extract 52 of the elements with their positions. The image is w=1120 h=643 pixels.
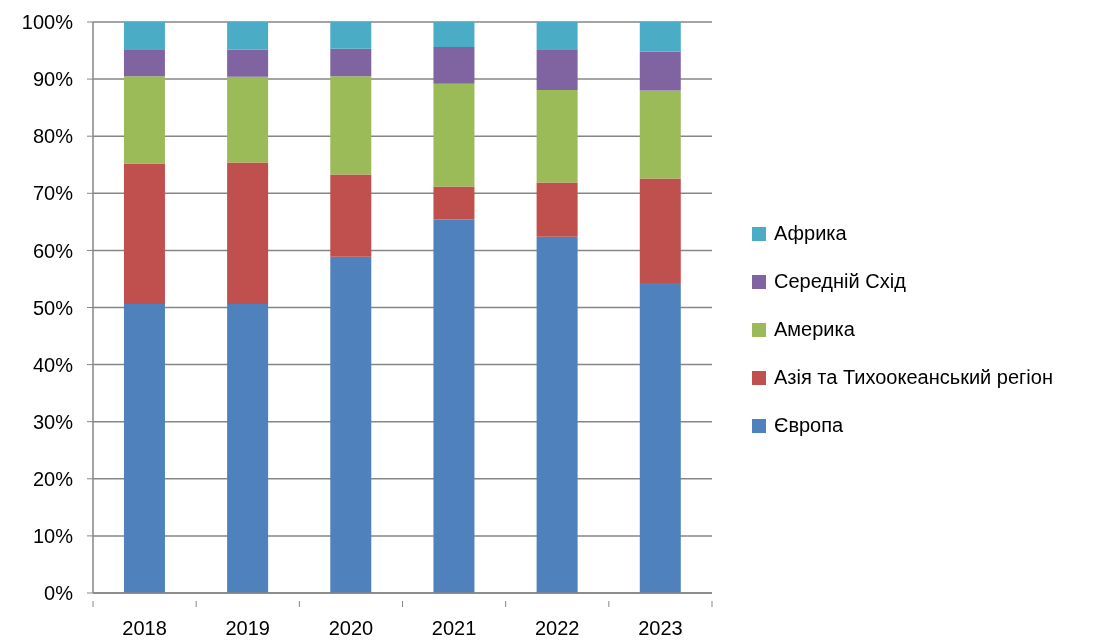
bar (330, 48, 372, 77)
bar (227, 49, 269, 77)
bar (227, 162, 269, 305)
x-tick-label: 2023 (638, 617, 683, 639)
y-tick-label: 40% (32, 353, 74, 376)
x-tick-label: 2020 (328, 617, 374, 639)
bar (433, 22, 475, 48)
bar (330, 76, 372, 175)
bar (123, 304, 165, 593)
legend-label: Америка (774, 318, 855, 341)
x-tick-label: 2019 (225, 617, 270, 639)
y-tick-label: 70% (32, 182, 74, 205)
bar (639, 282, 681, 593)
y-tick-label: 90% (32, 68, 74, 91)
bar (433, 83, 475, 187)
legend-label: Середній Схід (774, 270, 906, 293)
bar (536, 89, 578, 183)
bar (536, 236, 578, 593)
bar (123, 22, 165, 50)
y-tick-label: 60% (32, 239, 74, 262)
legend-label: Європа (774, 414, 844, 437)
y-tick-label: 100% (21, 11, 74, 34)
bar (433, 186, 475, 220)
y-tick-label: 20% (32, 467, 74, 490)
bar (536, 182, 578, 237)
bar (330, 22, 372, 49)
y-tick-label: 80% (32, 125, 74, 148)
bar (639, 51, 681, 91)
bar (433, 219, 475, 593)
bar (536, 49, 578, 90)
bar (330, 174, 372, 257)
legend-label: Азія та Тихоокеанський регіон (774, 366, 1053, 389)
bar (433, 47, 475, 84)
x-tick-label: 2018 (122, 617, 167, 639)
bar (123, 163, 165, 305)
bar (123, 76, 165, 164)
bar (639, 22, 681, 52)
bar (123, 49, 165, 77)
y-tick-label: 30% (32, 410, 74, 433)
y-tick-label: 50% (32, 296, 74, 319)
y-tick-label: 0% (44, 582, 74, 605)
x-tick-label: 2022 (535, 617, 580, 639)
bar (639, 90, 681, 179)
bar (639, 178, 681, 283)
y-tick-label: 10% (32, 525, 74, 547)
bar (227, 22, 269, 50)
bar (330, 256, 372, 593)
legend-label: Африка (774, 222, 847, 245)
x-tick-label: 2021 (431, 617, 477, 639)
bar (536, 22, 578, 50)
bar (227, 304, 269, 593)
bar (227, 76, 269, 163)
